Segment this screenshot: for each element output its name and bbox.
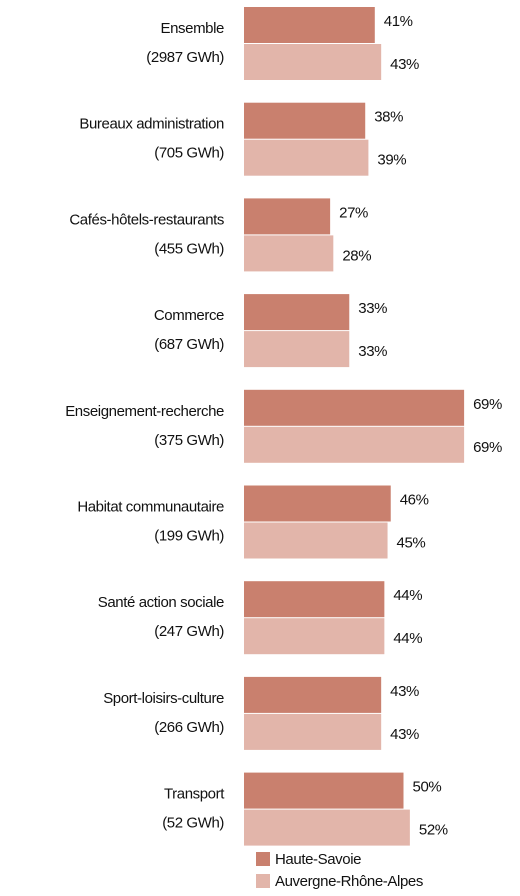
legend-swatch — [256, 852, 270, 866]
bar — [244, 772, 404, 809]
value-label: 39% — [377, 152, 406, 169]
value-label: 43% — [390, 683, 419, 700]
value-label: 44% — [393, 630, 422, 647]
bar — [244, 331, 350, 368]
bar — [244, 102, 366, 139]
bar — [244, 235, 334, 272]
category-sublabel: (266 GWh) — [154, 719, 224, 736]
value-label: 45% — [397, 534, 426, 551]
bar — [244, 581, 385, 618]
category-label: Ensemble — [160, 20, 224, 37]
value-label: 38% — [374, 109, 403, 126]
category-label: Sport-loisirs-culture — [103, 690, 224, 707]
value-label: 33% — [358, 300, 387, 317]
category-sublabel: (375 GWh) — [154, 432, 224, 449]
value-label: 27% — [339, 204, 368, 221]
bar — [244, 44, 382, 80]
category-sublabel: (705 GWh) — [154, 145, 224, 162]
legend-label: Auvergne-Rhône-Alpes — [275, 873, 423, 890]
bar — [244, 676, 382, 713]
category-sublabel: (199 GWh) — [154, 527, 224, 544]
bar — [244, 294, 350, 331]
category-sublabel: (52 GWh) — [162, 815, 224, 832]
category-sublabel: (247 GWh) — [154, 623, 224, 640]
category-label: Cafés-hôtels-restaurants — [69, 211, 224, 228]
category-label: Enseignement-recherche — [65, 403, 224, 420]
bar — [244, 426, 465, 463]
category-sublabel: (455 GWh) — [154, 240, 224, 257]
bar — [244, 198, 331, 235]
bar — [244, 522, 388, 559]
value-label: 28% — [342, 247, 371, 264]
category-sublabel: (2987 GWh) — [146, 49, 224, 66]
value-label: 43% — [390, 726, 419, 743]
value-label: 46% — [400, 491, 429, 508]
value-label: 69% — [473, 396, 502, 413]
value-label: 69% — [473, 439, 502, 456]
bar — [244, 139, 369, 176]
legend-swatch — [256, 874, 270, 888]
category-label: Transport — [164, 786, 225, 803]
value-label: 50% — [413, 779, 442, 796]
bar — [244, 485, 391, 522]
bar — [244, 713, 382, 750]
value-label: 41% — [384, 13, 413, 30]
category-label: Bureaux administration — [79, 116, 224, 133]
value-label: 44% — [393, 587, 422, 604]
bar — [244, 7, 375, 43]
category-label: Habitat communautaire — [77, 498, 224, 515]
bar — [244, 389, 465, 426]
category-label: Santé action sociale — [98, 594, 224, 611]
value-label: 43% — [390, 56, 419, 73]
bar — [244, 618, 385, 655]
legend-label: Haute-Savoie — [275, 851, 361, 868]
bar — [244, 809, 410, 846]
category-sublabel: (687 GWh) — [154, 336, 224, 353]
value-label: 52% — [419, 822, 448, 839]
category-label: Commerce — [154, 307, 224, 324]
value-label: 33% — [358, 343, 387, 360]
